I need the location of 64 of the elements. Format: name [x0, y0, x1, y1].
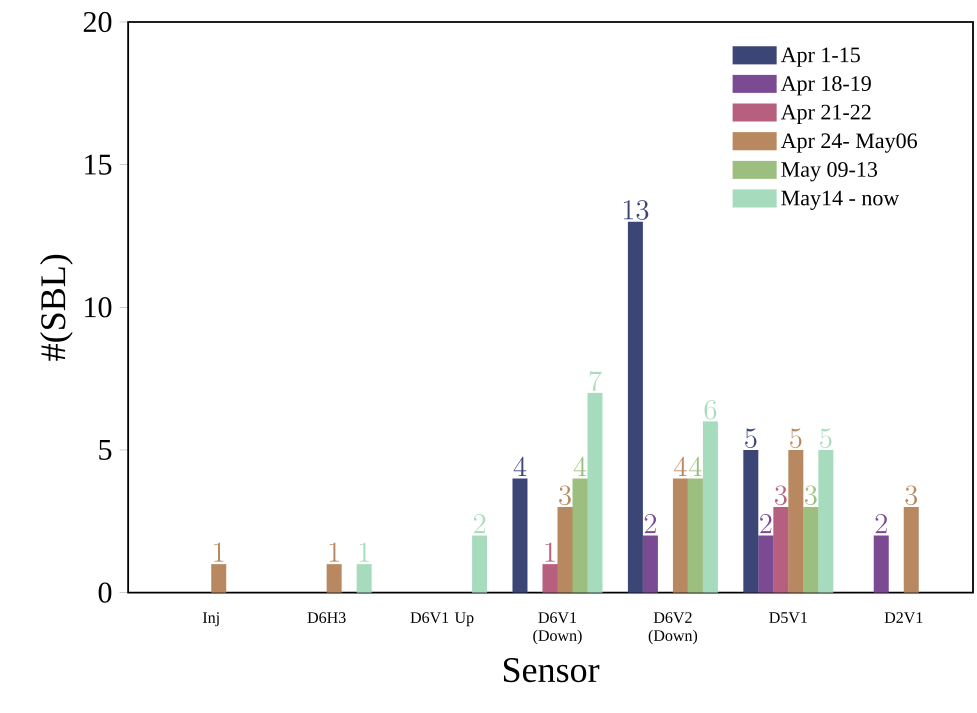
- data-label: 13: [624, 200, 648, 220]
- data-label: 1: [360, 542, 369, 562]
- bar: [818, 450, 834, 593]
- bar: [557, 507, 572, 593]
- y-tick-label: 15: [85, 154, 112, 175]
- y-tick-label: 5: [99, 440, 112, 460]
- x-tick-label: D6V2 (Down): [648, 612, 698, 644]
- x-tick-label: Inj: [202, 612, 219, 626]
- data-label: 3: [804, 486, 817, 506]
- data-label: 4: [514, 456, 526, 476]
- bar: [472, 536, 488, 593]
- y-tick-label: 10: [85, 297, 112, 318]
- bar: [904, 507, 919, 593]
- bar: [542, 564, 558, 593]
- data-label: 1: [330, 542, 339, 562]
- bar: [588, 393, 603, 593]
- bar: [672, 478, 688, 593]
- data-label: 2: [760, 514, 772, 534]
- bar: [773, 507, 788, 593]
- data-label: 7: [590, 371, 602, 392]
- data-label: 5: [745, 428, 756, 448]
- bar: [642, 536, 658, 593]
- bar: [702, 422, 718, 593]
- bar: [512, 478, 528, 593]
- bar: [211, 564, 226, 593]
- x-tick-label: D2V1: [884, 612, 922, 624]
- data-label: 4: [674, 456, 687, 476]
- data-label: 3: [774, 486, 787, 506]
- legend-label: May 09-13: [781, 162, 878, 182]
- bar: [572, 478, 588, 593]
- bar: [758, 536, 774, 593]
- data-label: 2: [644, 514, 656, 534]
- legend-label: Apr 21-22: [780, 104, 871, 124]
- data-label: 4: [689, 456, 702, 476]
- y-tick-label: 20: [84, 12, 112, 32]
- bar: [874, 536, 889, 593]
- x-tick-label: D6V1 Up: [410, 612, 474, 626]
- data-label: 1: [214, 542, 224, 562]
- data-label: 5: [820, 428, 832, 448]
- data-label: 3: [559, 486, 571, 506]
- y-tick-label: 0: [98, 582, 112, 603]
- bar: [788, 450, 804, 593]
- data-label: 3: [905, 486, 918, 506]
- x-axis-title: Sensor: [504, 658, 600, 682]
- bar: [326, 564, 342, 593]
- data-label: 2: [474, 514, 486, 534]
- data-label: 4: [574, 456, 586, 476]
- legend-label: Apr 1-15: [780, 48, 860, 67]
- x-tick-label: D6H3: [308, 612, 346, 624]
- x-tick-label: D5V1: [769, 612, 807, 624]
- bar: [628, 222, 643, 593]
- x-tick-label: D6V1 (Down): [533, 612, 582, 644]
- bar: [803, 507, 818, 593]
- legend-label: May14 - now: [781, 190, 900, 210]
- legend-label: Apr 24- May06: [780, 134, 917, 153]
- bar: [356, 564, 372, 593]
- legend-label: Apr 18-19: [780, 76, 871, 96]
- y-axis-title: #(SBL): [40, 254, 73, 361]
- data-label: 5: [790, 428, 802, 448]
- data-label: 2: [876, 514, 887, 534]
- data-label: 6: [704, 400, 716, 420]
- bar: [688, 478, 703, 593]
- data-label: 1: [546, 542, 555, 562]
- bar: [743, 450, 758, 593]
